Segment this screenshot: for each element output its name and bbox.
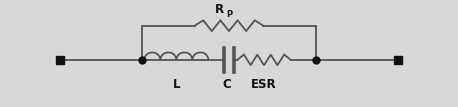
Text: L: L	[173, 78, 180, 91]
Text: R: R	[215, 3, 224, 16]
Text: C: C	[222, 78, 231, 91]
Text: P: P	[227, 10, 233, 19]
Text: ESR: ESR	[251, 78, 277, 91]
